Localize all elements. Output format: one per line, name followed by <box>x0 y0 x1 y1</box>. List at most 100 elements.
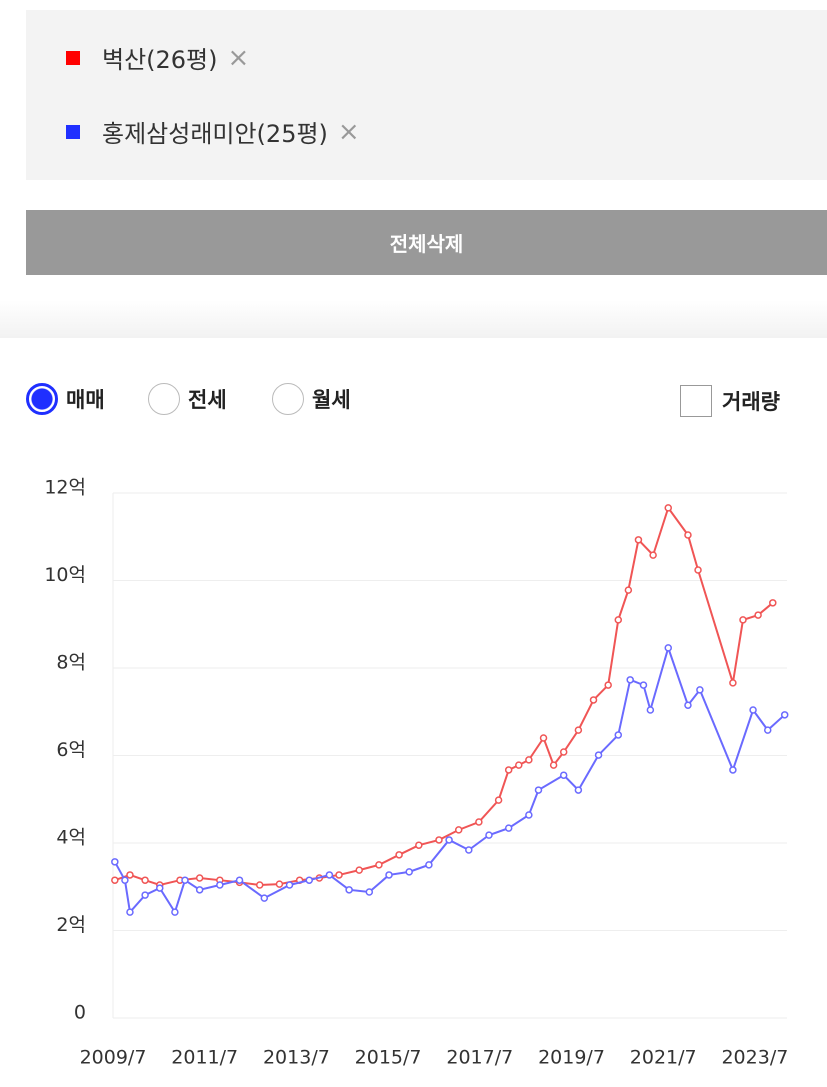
data-point <box>285 881 294 889</box>
data-point <box>445 836 453 844</box>
legend-panel: 벽산(26평) × 홍제삼성래미안(25평) × <box>26 10 827 180</box>
data-point <box>559 748 568 756</box>
data-point <box>111 876 119 884</box>
radio-option[interactable]: 전세 <box>148 383 227 415</box>
data-point <box>425 861 433 869</box>
chart: 0 2억 4억 6억 8억 10억 12억 2009/7 2011/7 2013/7 2015/7 2… <box>44 477 789 1069</box>
data-point <box>345 886 353 894</box>
data-point <box>335 871 343 879</box>
data-point <box>465 846 473 854</box>
data-point <box>729 766 737 774</box>
data-point <box>574 786 583 794</box>
data-point <box>763 726 772 734</box>
data-point <box>485 831 493 839</box>
data-point <box>729 679 737 687</box>
remove-icon[interactable]: × <box>227 42 250 73</box>
x-tick-label: 2021/7 <box>630 1047 697 1069</box>
data-point <box>475 818 483 826</box>
data-point <box>126 908 134 916</box>
data-point <box>355 866 363 874</box>
data-point <box>684 701 692 709</box>
x-tick-label: 2019/7 <box>538 1047 605 1069</box>
data-point <box>385 871 393 879</box>
legend-swatch <box>66 50 80 65</box>
data-point <box>121 876 129 884</box>
x-tick-label: 2009/7 <box>80 1047 147 1069</box>
x-tick-label: 2011/7 <box>171 1047 238 1069</box>
data-point <box>415 841 423 849</box>
data-point <box>126 871 134 879</box>
delete-all-button[interactable]: 전체삭제 <box>26 210 827 275</box>
data-point <box>549 761 558 769</box>
data-point <box>325 871 334 879</box>
data-point <box>739 616 747 624</box>
data-point <box>181 876 189 884</box>
y-tick-label: 6억 <box>56 739 86 761</box>
data-point <box>649 551 657 559</box>
data-point <box>260 894 269 902</box>
data-point <box>754 611 762 619</box>
data-point <box>395 851 403 859</box>
data-point <box>494 796 503 804</box>
radio-option[interactable]: 매매 <box>26 383 105 415</box>
radio-label: 전세 <box>188 388 227 412</box>
data-point <box>749 706 757 714</box>
data-point <box>454 826 463 834</box>
data-point <box>696 686 704 694</box>
data-point <box>365 888 374 896</box>
data-point <box>559 771 568 779</box>
data-point <box>515 761 523 769</box>
data-point <box>614 731 623 739</box>
y-tick-label: 4억 <box>56 827 86 849</box>
data-point <box>574 726 583 734</box>
data-point <box>435 836 443 844</box>
data-point <box>639 681 648 689</box>
data-point <box>664 644 672 652</box>
checkbox-box[interactable] <box>680 385 712 417</box>
data-point <box>141 876 149 884</box>
data-point <box>275 880 284 888</box>
data-point <box>664 504 672 512</box>
legend-label: 홍제삼성래미안(25평) <box>102 120 328 148</box>
x-tick-label: 2015/7 <box>355 1047 422 1069</box>
x-tick-label: 2023/7 <box>721 1047 788 1069</box>
data-point <box>539 734 548 742</box>
volume-checkbox[interactable]: 거래량 <box>680 385 780 417</box>
radio-circle[interactable] <box>272 383 304 415</box>
data-point <box>171 908 179 916</box>
data-point <box>624 586 633 594</box>
checkbox-label: 거래량 <box>722 390 780 414</box>
remove-icon[interactable]: × <box>337 116 360 147</box>
radio-label: 매매 <box>66 388 105 412</box>
legend-swatch <box>66 124 80 139</box>
legend-item: 벽산(26평) × <box>66 40 249 75</box>
separator <box>0 300 827 338</box>
radio-circle[interactable] <box>148 383 180 415</box>
data-point <box>534 786 543 794</box>
y-tick-label: 10억 <box>44 564 86 586</box>
data-point <box>525 756 533 764</box>
legend-label: 벽산(26평) <box>102 46 218 74</box>
data-point <box>504 766 513 774</box>
radio-option[interactable]: 월세 <box>272 383 351 415</box>
data-point <box>780 711 789 719</box>
data-point <box>405 868 413 876</box>
data-point <box>769 599 777 607</box>
legend-item: 홍제삼성래미안(25평) × <box>66 114 360 149</box>
data-point <box>604 681 612 689</box>
data-point <box>255 881 264 889</box>
radio-label: 월세 <box>312 388 351 412</box>
data-point <box>216 881 224 889</box>
data-point <box>375 861 383 869</box>
data-point <box>504 824 513 832</box>
data-point <box>156 884 164 892</box>
data-point <box>195 886 204 894</box>
radio-circle[interactable] <box>26 383 58 415</box>
data-point <box>141 891 149 899</box>
data-point <box>614 616 623 624</box>
x-tick-label: 2017/7 <box>446 1047 513 1069</box>
data-point <box>684 531 692 539</box>
series-line <box>113 644 786 915</box>
data-point <box>589 696 598 704</box>
